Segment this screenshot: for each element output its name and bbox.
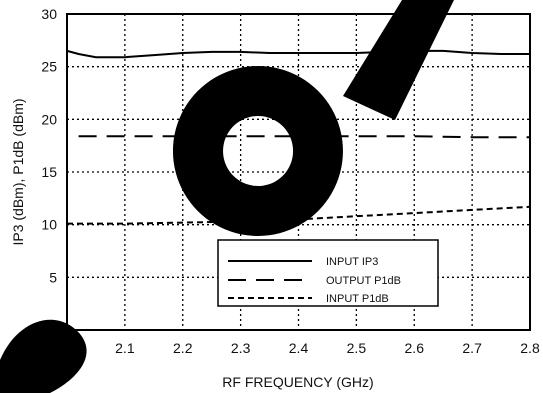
- y-tick-label: 5: [49, 269, 57, 285]
- x-tick-label: 2.8: [520, 340, 540, 356]
- x-tick-label: 2.4: [289, 340, 309, 356]
- y-tick-label: 10: [41, 217, 57, 233]
- legend-label-input-p1db: INPUT P1dB: [326, 293, 389, 305]
- watermark-letter-l: [343, 0, 454, 120]
- x-tick-label: 2.1: [115, 340, 135, 356]
- legend-label-output-p1db: OUTPUT P1dB: [326, 275, 401, 287]
- watermark-letter-s: [0, 319, 87, 393]
- watermark-letter-o: [172, 66, 343, 236]
- legend-label-input-ip3: INPUT IP3: [326, 256, 378, 268]
- x-tick-label: 2.2: [173, 340, 193, 356]
- legend: INPUT IP3 OUTPUT P1dB INPUT P1dB: [217, 239, 439, 307]
- plot-frame: [66, 13, 531, 331]
- sold-watermark: [0, 0, 454, 393]
- x-tick-label: 2.5: [347, 340, 367, 356]
- tick-labels: 22.12.22.32.42.52.62.72.8051015202530: [41, 6, 540, 356]
- y-tick-label: 20: [41, 111, 57, 127]
- x-axis-label: RF FREQUENCY (GHz): [222, 374, 373, 390]
- x-tick-label: 2.3: [231, 340, 251, 356]
- input-ip3-line: [66, 49, 530, 59]
- x-tick-label: 2.6: [405, 340, 425, 356]
- y-tick-label: 15: [41, 164, 57, 180]
- x-tick-label: 2.7: [462, 340, 482, 356]
- y-tick-label: 30: [41, 6, 57, 22]
- output-p1db-line: [78, 135, 530, 139]
- legend-box: [217, 239, 439, 307]
- y-tick-label: 25: [41, 59, 57, 75]
- y-axis-label: IP3 (dBm), P1dB (dBm): [10, 98, 26, 245]
